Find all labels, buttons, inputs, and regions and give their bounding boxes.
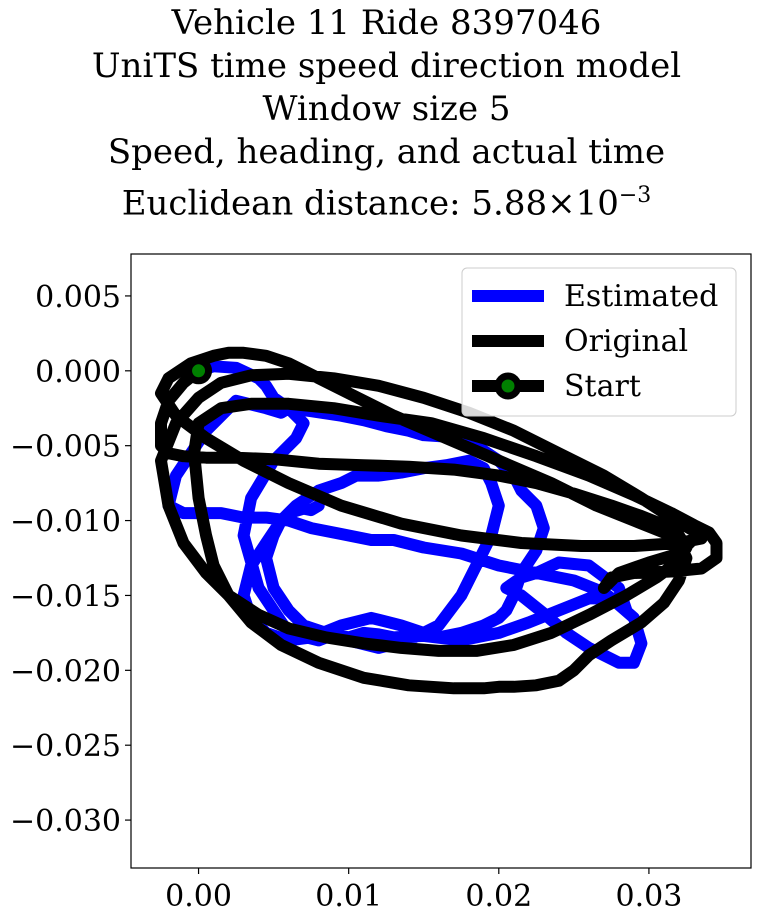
legend-start-marker: [494, 372, 522, 400]
y-tick-label: −0.025: [10, 729, 121, 764]
series-line-estimated: [162, 360, 648, 669]
title-line-2: UniTS time speed direction model: [91, 46, 682, 86]
x-tick-label: 0.03: [616, 879, 683, 914]
title-exponent: −3: [618, 183, 652, 208]
y-tick-label: −0.015: [10, 579, 121, 614]
title-times-sign: ×: [547, 183, 576, 224]
x-tick-label: 0.02: [465, 879, 532, 914]
legend: Estimated Original Start: [461, 267, 737, 417]
plot-frame: [130, 253, 752, 869]
y-tick-label: −0.005: [10, 430, 121, 465]
y-tick-label: 0.005: [35, 280, 121, 315]
axes-layer: 0.00 0.01 0.02 0.03 0.005 0.000 −0.005 −0.010 −0…: [10, 280, 682, 914]
y-tick-label: 0.000: [35, 355, 121, 390]
title-line-3: Window size 5: [262, 89, 511, 129]
title-line-5: Euclidean distance: 5.88×10−3: [0, 174, 773, 225]
series-layer: [155, 346, 723, 695]
y-tick-label: −0.020: [10, 654, 121, 689]
y-tick-label: −0.010: [10, 505, 121, 540]
legend-label-start: Start: [564, 369, 641, 404]
x-tick-label: 0.01: [315, 879, 382, 914]
chart-title: Vehicle 11 Ride 8397046 UniTS time speed…: [0, 2, 773, 225]
x-tick-label: 0.00: [165, 879, 232, 914]
title-line-4: Speed, heading, and actual time: [107, 132, 666, 172]
title-distance-prefix: Euclidean distance: 5.88: [121, 183, 548, 224]
title-base: 10: [575, 183, 619, 224]
legend-label-original: Original: [564, 324, 688, 359]
y-tick-label: −0.030: [10, 804, 121, 839]
legend-label-estimated: Estimated: [564, 279, 718, 314]
title-line-1: Vehicle 11 Ride 8397046: [171, 3, 602, 43]
series-line-original: [155, 346, 723, 695]
start-marker: [185, 357, 213, 385]
legend-box: [461, 267, 737, 417]
